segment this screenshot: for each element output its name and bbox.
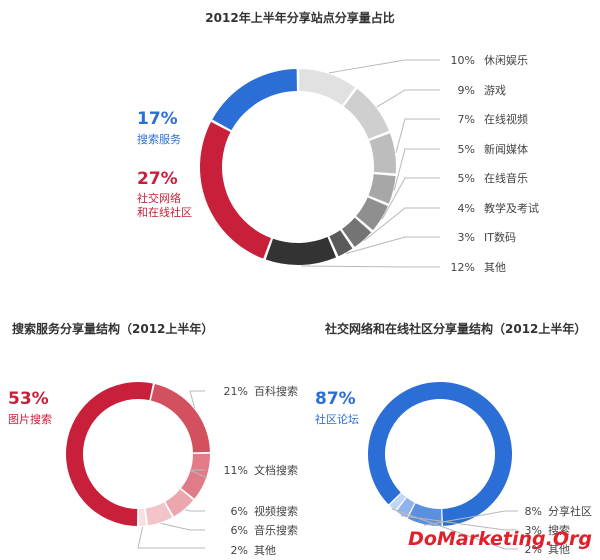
chart1-pct-7: 12% (451, 261, 475, 274)
chart1-pct-6: 3% (458, 231, 475, 244)
donut1-slice-5 (341, 217, 372, 247)
chart3-pct-3: 2% (525, 543, 542, 556)
chart3-pct-1: 8% (525, 505, 542, 518)
donut2-slice-2 (181, 453, 210, 499)
chart3-leader-2 (400, 515, 518, 531)
chart2-pct-1: 21% (224, 385, 248, 398)
chart1-leader-3 (393, 148, 440, 191)
chart2-pct-4: 6% (231, 524, 248, 537)
chart2-leader-4 (160, 522, 205, 531)
watermark-text: DoMarketing.Org (408, 528, 592, 550)
donut1-slice-7 (265, 237, 337, 265)
donut2-slice-5 (138, 508, 147, 526)
chart1-pct-0: 10% (451, 54, 475, 67)
chart2-label-3: 视频搜索 (254, 504, 298, 518)
donut3-slice-3 (389, 493, 406, 511)
chart1-social-pct: 27% (137, 169, 178, 189)
chart1-pct-2: 7% (458, 113, 475, 126)
chart2-leader-1 (189, 390, 205, 409)
chart1-leader-1 (376, 89, 440, 108)
chart2-pct-3: 6% (231, 505, 248, 518)
chart3-label-2: 搜索 (548, 523, 570, 537)
chart1-pct-1: 9% (458, 84, 475, 97)
chart3-pct-2: 3% (525, 524, 542, 537)
chart1-label-5: 教学及考试 (484, 201, 539, 215)
donut2-slice-0 (65, 381, 153, 526)
chart1-social-label-line1: 社交网络 (137, 191, 181, 205)
chart2-label-5: 其他 (254, 544, 276, 556)
chart1-leader-4 (381, 177, 440, 220)
chart2-label-1: 百科搜索 (254, 384, 298, 398)
chart1-title: 2012年上半年分享站点分享量占比 (205, 10, 394, 25)
donut1-slice-3 (368, 174, 396, 204)
donut1-slice-0 (299, 69, 355, 106)
chart1-leader-7 (301, 265, 440, 268)
chart1-leader-0 (328, 59, 440, 74)
chart3-forum-label: 社区论坛 (315, 412, 359, 426)
chart1-search-pct: 17% (137, 109, 178, 129)
donut1-slice-6 (329, 230, 353, 257)
chart2-leader-2 (189, 469, 208, 479)
chart3-leader-3 (391, 508, 518, 550)
chart1-pct-3: 5% (458, 143, 475, 156)
donut1-slice-2 (369, 133, 396, 174)
chart1-label-1: 游戏 (484, 84, 506, 97)
chart3-label-3: 其他 (548, 543, 570, 556)
chart1-search-label: 搜索服务 (137, 132, 181, 146)
chart2-image-search-label: 图片搜索 (8, 412, 52, 426)
chart2-image-search-pct: 53% (8, 389, 49, 409)
chart3-leader-1 (423, 510, 518, 526)
chart1-label-4: 在线音乐 (484, 171, 528, 185)
chart1-leader-2 (395, 118, 440, 154)
chart3-title: 社交网络和在线社区分享量结构（2012上半年） (324, 321, 586, 336)
chart2-label-4: 音乐搜索 (254, 523, 298, 537)
chart1-label-6: IT数码 (484, 231, 516, 244)
chart1-label-7: 其他 (484, 261, 506, 274)
chart1-label-0: 休闲娱乐 (484, 53, 528, 67)
chart1-pct-4: 5% (458, 172, 475, 185)
donut1-slice-4 (356, 197, 388, 231)
chart1-leader-5 (363, 207, 440, 242)
chart2-pct-5: 2% (231, 544, 248, 556)
chart2-leader-5 (137, 526, 205, 549)
chart1-label-3: 新闻媒体 (484, 142, 528, 156)
chart1-leader-6 (345, 236, 440, 254)
donut2-slice-1 (150, 383, 210, 453)
chart1-social-label-line2: 和在线社区 (137, 205, 192, 219)
donut3-slice-0 (368, 382, 513, 526)
donut3-slice-2 (396, 497, 415, 518)
donut2-slice-4 (145, 502, 173, 526)
chart2-title: 搜索服务分享量结构（2012上半年） (12, 321, 213, 336)
donut1-slice-1 (343, 88, 390, 139)
chart3-forum-pct: 87% (315, 389, 356, 409)
chart2-leader-3 (184, 509, 205, 512)
chart1-label-2: 在线视频 (484, 112, 528, 126)
donut1-slice-9 (212, 69, 297, 131)
chart1-pct-5: 4% (458, 202, 475, 215)
chart2-pct-2: 11% (224, 464, 248, 477)
chart3-label-1: 分享社区 (548, 504, 592, 518)
chart2-label-2: 文档搜索 (254, 463, 298, 477)
donut1-slice-8 (200, 121, 272, 259)
donut2-slice-3 (165, 489, 194, 517)
